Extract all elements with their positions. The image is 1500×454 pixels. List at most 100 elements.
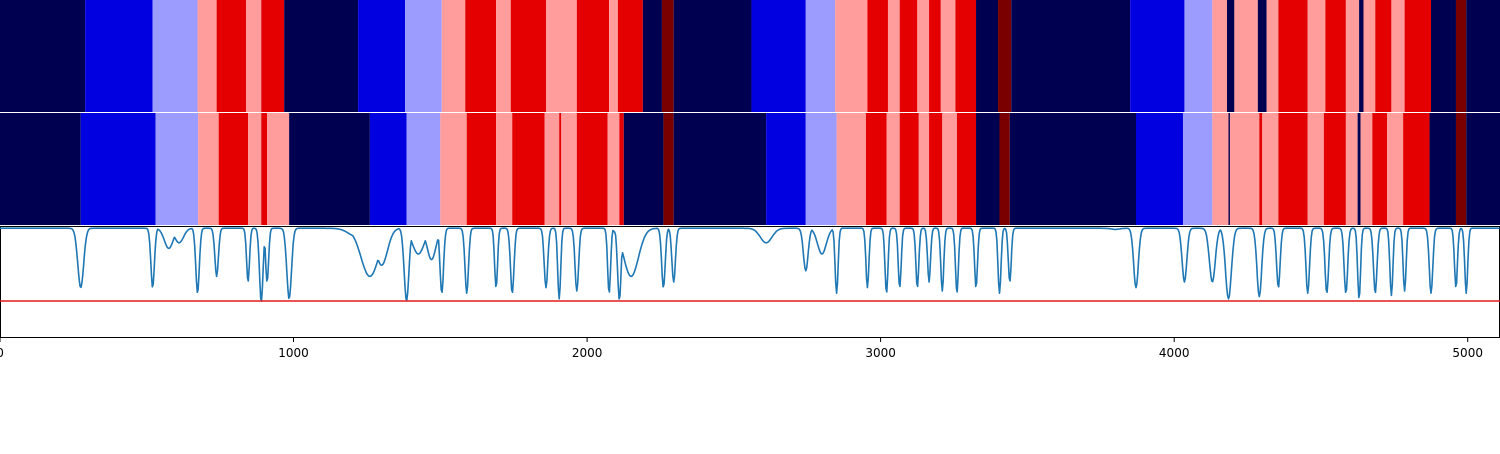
- x-tick-label-4000: 4000: [1159, 346, 1190, 360]
- band-1-segment-50: [1404, 0, 1432, 112]
- signal-panel: [0, 226, 1500, 338]
- band-2-segment-29: [886, 113, 900, 225]
- band-2-segment-48: [1345, 113, 1358, 225]
- band-2-segment-19: [576, 113, 608, 225]
- x-tick-label-1000: 1000: [278, 346, 309, 360]
- band-2-segment-46: [1307, 113, 1324, 225]
- band-2-segment-26: [805, 113, 837, 225]
- band-2-segment-42: [1229, 113, 1260, 225]
- band-2-segment-12: [440, 113, 467, 225]
- band-2-segment-36: [999, 113, 1010, 225]
- band-2-segment-4: [198, 113, 219, 225]
- band-1-segment-16: [576, 0, 610, 112]
- band-row-2: [0, 113, 1500, 225]
- band-2-segment-18: [561, 113, 577, 225]
- band-1-segment-48: [1375, 0, 1392, 112]
- band-2-segment-39: [1182, 113, 1213, 225]
- band-1-segment-12: [465, 0, 497, 112]
- band-2-segment-32: [929, 113, 943, 225]
- band-1-segment-21: [673, 0, 752, 112]
- band-1-segment-1: [0, 0, 86, 112]
- band-2-segment-13: [466, 113, 497, 225]
- band-1-segment-8: [284, 0, 359, 112]
- band-2-segment-51: [1372, 113, 1387, 225]
- band-2-segment-30: [899, 113, 919, 225]
- band-1-segment-13: [496, 0, 511, 112]
- band-1-segment-45: [1345, 0, 1360, 112]
- band-2-segment-17: [559, 113, 562, 225]
- band-1-segment-19: [642, 0, 662, 112]
- band-1-segment-46: [1359, 0, 1364, 112]
- x-tick-label-0: 0: [0, 346, 4, 360]
- band-2-segment-3: [155, 113, 199, 225]
- heatmap-bands: [0, 0, 1500, 225]
- band-1-segment-24: [835, 0, 868, 112]
- band-1-segment-3: [152, 0, 198, 112]
- band-1-segment-49: [1391, 0, 1405, 112]
- band-1-segment-31: [955, 0, 977, 112]
- band-2-segment-7: [261, 113, 268, 225]
- x-tick-label-2000: 2000: [572, 346, 603, 360]
- band-1-segment-17: [609, 0, 618, 112]
- band-2-segment-56: [1466, 113, 1500, 225]
- band-1-segment-41: [1266, 0, 1279, 112]
- band-2-segment-14: [496, 113, 513, 225]
- band-1-segment-18: [617, 0, 643, 112]
- band-1-segment-4: [197, 0, 217, 112]
- band-1-segment-6: [245, 0, 262, 112]
- band-2-segment-40: [1212, 113, 1229, 225]
- band-2-segment-28: [865, 113, 887, 225]
- band-2-segment-55: [1455, 113, 1467, 225]
- band-1-segment-27: [899, 0, 918, 112]
- band-1-segment-9: [358, 0, 406, 112]
- band-1-segment-53: [1466, 0, 1500, 112]
- band-2-segment-44: [1262, 113, 1279, 225]
- x-tick-label-5000: 5000: [1452, 346, 1483, 360]
- band-1-segment-40: [1257, 0, 1267, 112]
- band-2-segment-53: [1403, 113, 1430, 225]
- band-1-segment-26: [887, 0, 900, 112]
- band-2-segment-50: [1360, 113, 1373, 225]
- x-axis: 0 1000 2000 3000 4000 5000: [0, 338, 1483, 360]
- band-2-segment-21: [619, 113, 624, 225]
- band-1-segment-38: [1227, 0, 1235, 112]
- band-2-segment-37: [1009, 113, 1136, 225]
- band-2-segment-24: [673, 113, 767, 225]
- band-2-segment-15: [512, 113, 545, 225]
- band-2-segment-25: [766, 113, 806, 225]
- band-1-segment-20: [661, 0, 674, 112]
- band-2-segment-43: [1259, 113, 1263, 225]
- band-2-segment-5: [218, 113, 249, 225]
- band-1-segment-44: [1325, 0, 1346, 112]
- band-2-segment-47: [1323, 113, 1346, 225]
- band-2-segment-27: [836, 113, 866, 225]
- band-2-segment-23: [663, 113, 674, 225]
- band-1-segment-2: [85, 0, 153, 112]
- band-1-segment-43: [1307, 0, 1326, 112]
- band-2-segment-52: [1386, 113, 1404, 225]
- band-1-segment-37: [1212, 0, 1228, 112]
- band-2-segment-20: [607, 113, 620, 225]
- band-2-segment-49: [1357, 113, 1361, 225]
- band-2-segment-2: [80, 113, 156, 225]
- band-2-segment-10: [369, 113, 407, 225]
- band-1-segment-34: [1011, 0, 1131, 112]
- band-1-segment-51: [1431, 0, 1456, 112]
- band-1-segment-25: [867, 0, 888, 112]
- band-2-segment-38: [1136, 113, 1183, 225]
- band-2-segment-34: [956, 113, 977, 225]
- band-2-segment-16: [544, 113, 560, 225]
- band-2-segment-6: [248, 113, 262, 225]
- band-1-segment-29: [929, 0, 941, 112]
- band-row-1: [0, 0, 1500, 112]
- band-1-segment-7: [261, 0, 285, 112]
- x-tick-label-3000: 3000: [865, 346, 896, 360]
- band-1-segment-35: [1130, 0, 1185, 112]
- band-2-segment-1: [0, 113, 81, 225]
- band-2-segment-45: [1278, 113, 1308, 225]
- band-2-segment-35: [976, 113, 1000, 225]
- band-1-segment-39: [1234, 0, 1258, 112]
- band-1-segment-30: [940, 0, 956, 112]
